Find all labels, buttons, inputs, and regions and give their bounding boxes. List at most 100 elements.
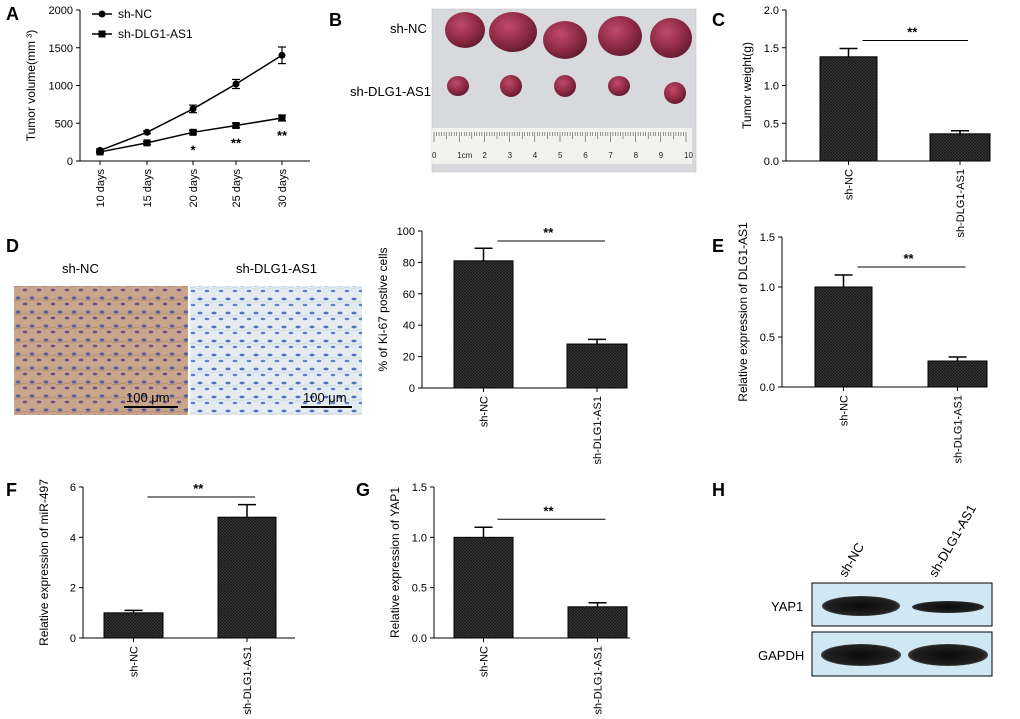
bar-0 (819, 56, 878, 162)
tumor-kd-2 (500, 75, 522, 97)
y-tick-label: 1000 (49, 81, 73, 93)
blot-row-yap1: YAP1 (771, 599, 803, 614)
series-line-0 (99, 54, 283, 152)
ruler-number-4: 4 (533, 151, 538, 160)
y-tick-label: 100 (397, 226, 415, 238)
ruler-number-10: 10 (684, 151, 693, 160)
point-1-2 (189, 128, 197, 136)
panel-label-b: B (329, 10, 342, 30)
y-tick-label: 0.0 (764, 156, 779, 168)
ruler-number-9: 9 (659, 151, 664, 160)
ruler (432, 128, 692, 164)
panel-label-g: G (356, 480, 370, 500)
bar-1 (927, 360, 988, 388)
panel-label-d: D (6, 236, 19, 256)
ihc-photo-kd (190, 286, 362, 415)
y-tick-label: 1.0 (412, 532, 427, 544)
x-tick-label-1: sh-DLG1-AS1 (953, 395, 965, 463)
y-tick-label: 0.5 (412, 583, 427, 595)
x-tick-label-0: sh-NC (479, 396, 491, 427)
y-tick-label: 1.5 (412, 482, 427, 494)
significance-label: ** (543, 503, 554, 518)
annotation-2: * (190, 142, 196, 157)
point-1-4 (278, 114, 286, 122)
panel-label-a: A (6, 4, 19, 24)
y-axis-label: Tumor weight(g) (740, 42, 754, 129)
y-tick-label: 6 (70, 482, 76, 494)
point-1-1 (143, 139, 151, 147)
point-1-3 (232, 122, 240, 130)
x-tick-label-0: 10 days (95, 169, 107, 208)
ruler-number-0: 0 (432, 151, 437, 160)
tumor-kd-5 (664, 82, 686, 104)
band-gapdh-nc (821, 644, 901, 666)
annotation-3: ** (231, 136, 242, 151)
panel-label-h: H (712, 480, 725, 500)
tumor-nc-4 (598, 16, 642, 56)
y-tick-label: 2.0 (764, 5, 779, 17)
ruler-ticks (433, 132, 687, 142)
y-tick-label: 4 (70, 532, 76, 544)
tumor-nc-3 (543, 21, 587, 59)
y-tick-label: 0.5 (764, 118, 779, 130)
bar-1 (567, 606, 628, 639)
ihc-photo-nc (14, 286, 188, 415)
blot-row-gapdh: GAPDH (758, 648, 804, 663)
tumor-kd-4 (608, 76, 630, 96)
bar-1 (217, 516, 277, 639)
point-0-4 (278, 51, 286, 59)
x-tick-label-3: 25 days (231, 169, 243, 208)
bar-1 (929, 133, 991, 162)
tumor-photo: 0 1cm 2 3 4 5 6 7 8 9 10 (431, 8, 697, 173)
y-tick-label: 0.0 (412, 633, 427, 645)
band-yap1-kd (912, 601, 984, 613)
y-tick-label: 0 (70, 633, 76, 645)
x-tick-label-1: sh-DLG1-AS1 (593, 646, 605, 714)
x-tick-label-0: sh-NC (129, 646, 141, 677)
legend-marker-1 (98, 30, 106, 38)
y-axis-label: Relative expression of YAP1 (388, 487, 402, 638)
ruler-number-8: 8 (634, 151, 639, 160)
y-tick-label: 2 (70, 583, 76, 595)
dlg1-as1-expression-bar-chart: 0.0 0.5 1.0 1.5 Relative expression of DLG1-… (736, 222, 988, 463)
x-tick-label-0: sh-NC (844, 169, 856, 200)
point-0-1 (143, 128, 151, 136)
ruler-numbers: 0 1cm 2 3 4 5 6 7 8 9 10 (432, 151, 693, 160)
y-tick-label: 1.5 (764, 43, 779, 55)
blot-lane-nc: sh-NC (836, 540, 867, 579)
x-tick-label-0: sh-NC (839, 395, 851, 426)
bar-0 (814, 286, 873, 388)
y-axis-label: % of Ki-67 postive cells (376, 247, 390, 371)
x-tick-label-1: 15 days (142, 169, 154, 208)
significance-label: ** (193, 481, 204, 496)
x-tick-label-4: 30 days (277, 169, 289, 208)
tumor-nc-5 (650, 18, 692, 58)
tumor-kd-1 (447, 76, 469, 96)
point-0-2 (189, 105, 197, 113)
annotation-4: ** (277, 128, 288, 143)
tumor-volume-line-chart: 0 500 1000 1500 2000 Tumor volume(mm ³) 10 day… (24, 5, 310, 208)
significance-label: ** (543, 225, 554, 240)
y-tick-label: 20 (403, 352, 415, 364)
bar-1 (566, 343, 628, 389)
ihc-label-kd: sh-DLG1-AS1 (236, 261, 317, 276)
ruler-number-7: 7 (608, 151, 613, 160)
y-tick-label: 1.0 (760, 282, 775, 294)
panel-label-f: F (6, 480, 17, 500)
legend-label-0: sh-NC (118, 7, 152, 21)
ruler-number-2: 2 (482, 151, 487, 160)
x-tick-label-2: 20 days (188, 169, 200, 208)
scale-bar-label-nc: 100 μm (126, 390, 170, 405)
band-yap1-nc (822, 596, 900, 616)
band-gapdh-kd (908, 644, 988, 666)
tumor-nc-1 (445, 12, 485, 48)
y-axis-label: Relative expression of DLG1-AS1 (736, 222, 750, 402)
y-tick-label: 1.0 (764, 81, 779, 93)
yap1-expression-bar-chart: 0.0 0.5 1.0 1.5 Relative expression of YAP1 s… (388, 482, 630, 714)
y-tick-label: 2000 (49, 5, 73, 17)
bar-0 (453, 260, 514, 389)
x-tick-label-1: sh-DLG1-AS1 (592, 396, 604, 464)
western-blot: sh-NC sh-DLG1-AS1 YAP1 GAPDH (758, 502, 993, 677)
y-tick-label: 500 (55, 118, 73, 130)
x-tick-label-0: sh-NC (479, 646, 491, 677)
